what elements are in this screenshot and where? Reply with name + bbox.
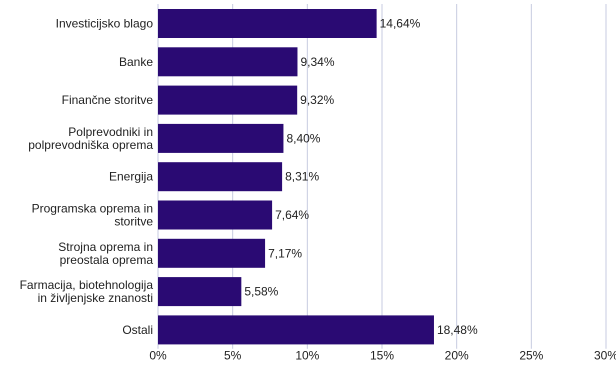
bar (158, 315, 434, 345)
data-label: 9,32% (300, 93, 334, 107)
category-label-line: polprevodniška oprema (28, 138, 153, 152)
x-tick-label: 10% (295, 349, 319, 363)
x-tick-label: 30% (594, 349, 616, 363)
category-label: Strojna oprema in preostala oprema (58, 240, 153, 267)
x-tick-label: 5% (224, 349, 242, 363)
category-label: Investicijsko blago (56, 17, 154, 31)
data-label: 18,48% (437, 323, 478, 337)
data-label: 9,34% (300, 55, 334, 69)
x-tick-label: 20% (445, 349, 469, 363)
labels: 0% 5% 10% 15% 20% 25% 30% 14,64% Investicijsko b… (20, 17, 616, 363)
bar (158, 85, 298, 115)
bar (158, 162, 283, 192)
category-label-line: Banke (119, 55, 153, 69)
category-label-line: Ostali (122, 323, 153, 337)
category-label-line: in življenjske znanosti (38, 291, 153, 305)
bar (158, 238, 266, 268)
data-label: 8,40% (286, 131, 320, 145)
data-label: 7,17% (268, 246, 302, 260)
category-label: Finančne storitve (62, 93, 154, 107)
data-label: 8,31% (285, 170, 319, 184)
bar (158, 47, 298, 77)
category-label-line: Strojna oprema in (58, 240, 153, 254)
category-label-line: Polprevodniki in (68, 125, 153, 139)
bar (158, 200, 273, 230)
bar (158, 123, 284, 153)
category-label-line: Energija (109, 170, 153, 184)
category-label: Programska oprema in storitve (32, 202, 154, 229)
x-tick-label: 15% (370, 349, 394, 363)
category-label: Energija (109, 170, 153, 184)
category-label: Ostali (122, 323, 153, 337)
category-label-line: Finančne storitve (62, 93, 154, 107)
bar (158, 9, 377, 38)
category-label: Banke (119, 55, 153, 69)
data-label: 7,64% (275, 208, 309, 222)
category-label-line: preostala oprema (60, 253, 154, 267)
category-label: Polprevodniki in polprevodniška oprema (28, 125, 153, 152)
category-label-line: storitve (114, 215, 153, 229)
data-label: 5,58% (244, 285, 278, 299)
category-label-line: Farmacija, biotehnologija (20, 278, 154, 292)
bars (158, 9, 434, 345)
bar (158, 277, 242, 307)
category-label-line: Programska oprema in (32, 202, 153, 216)
category-label-line: Investicijsko blago (56, 17, 154, 31)
x-tick-label: 0% (149, 349, 167, 363)
x-tick-label: 25% (519, 349, 543, 363)
category-label: Farmacija, biotehnologija in življenjske … (20, 278, 154, 305)
data-label: 14,64% (380, 17, 421, 31)
